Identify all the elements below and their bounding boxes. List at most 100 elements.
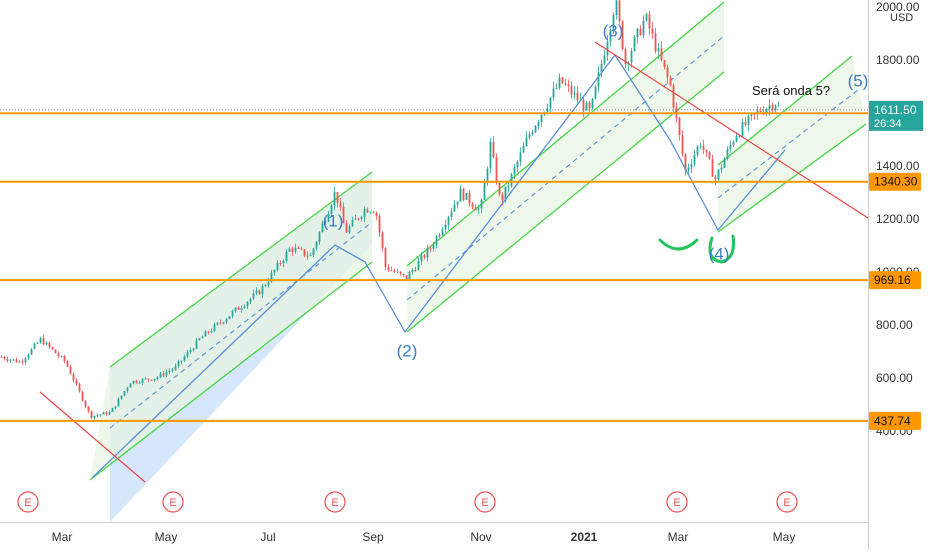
channel-wave5-lower [717, 123, 867, 233]
candle [480, 198, 483, 214]
candle [774, 104, 777, 114]
candle-body [132, 380, 135, 384]
candle-body [111, 408, 114, 413]
candle-body [393, 270, 396, 272]
candle [54, 349, 57, 354]
candle-body [522, 146, 525, 153]
candle-body [765, 108, 768, 114]
candle [573, 86, 576, 100]
candle-body [357, 218, 360, 220]
earnings-marker: E [324, 491, 346, 513]
candle-body [480, 200, 483, 209]
candle [702, 139, 705, 155]
candle-body [120, 395, 123, 399]
candle [717, 169, 720, 182]
candle [636, 27, 639, 44]
earnings-marker: E [776, 491, 798, 513]
candle [216, 322, 219, 326]
candle-body [696, 146, 699, 155]
candle [201, 335, 204, 339]
candle [456, 201, 459, 209]
candle-body [540, 114, 543, 123]
candle [33, 342, 36, 350]
candle [465, 193, 468, 201]
candle-body [414, 270, 417, 272]
candle [144, 376, 147, 380]
candle-body [339, 202, 342, 207]
candle [39, 336, 42, 344]
candle [390, 266, 393, 272]
candle [9, 359, 12, 363]
candle [174, 363, 177, 371]
candle [357, 217, 360, 221]
channel-wave5-median [717, 89, 859, 199]
candle [624, 47, 627, 69]
candle [681, 130, 684, 157]
candle-body [198, 338, 201, 341]
candle [24, 357, 27, 365]
candle-body [516, 161, 519, 168]
candle-body [33, 343, 36, 349]
candle-body [684, 154, 687, 171]
channel-wave1-lower [89, 261, 373, 481]
candle-body [372, 212, 375, 214]
level-price-tag-text: 437.74 [874, 414, 911, 428]
candle [489, 138, 492, 174]
candle-body [738, 135, 741, 137]
candle-body [630, 51, 633, 63]
candle-body [456, 201, 459, 205]
candle [429, 246, 432, 253]
candle-body [588, 102, 591, 109]
candle-body [204, 331, 207, 337]
candle [471, 202, 474, 210]
candle [741, 119, 744, 137]
candle [402, 273, 405, 278]
earnings-marker: E [17, 491, 39, 513]
candle-body [477, 208, 480, 211]
candle-body [348, 226, 351, 233]
candle-body [63, 356, 66, 362]
candle [714, 175, 717, 185]
candle-body [0, 356, 3, 358]
x-tick-label: Jul [260, 530, 275, 544]
candle-body [699, 145, 702, 147]
candle [477, 204, 480, 214]
earnings-marker-label: E [783, 497, 790, 509]
candle-body [702, 145, 705, 150]
wave-label: (4) [709, 244, 730, 263]
candle [486, 166, 489, 186]
candle-body [444, 224, 447, 230]
candle [63, 354, 66, 364]
candle-body [732, 141, 735, 145]
candle [261, 283, 264, 299]
candle [117, 397, 120, 407]
candle [381, 231, 384, 252]
candle-body [321, 223, 324, 233]
candle [513, 164, 516, 179]
candle [114, 406, 117, 410]
candle [228, 316, 231, 320]
candle-body [6, 359, 9, 361]
candle-body [279, 262, 282, 264]
candle-body [450, 211, 453, 217]
candle [60, 355, 63, 358]
level-price-tag-bg [869, 411, 921, 430]
candle [558, 73, 561, 90]
x-tick-label: May [773, 530, 796, 544]
candle-body [561, 77, 564, 84]
candle [426, 245, 429, 262]
candle-body [267, 281, 270, 286]
candle [441, 226, 444, 237]
candle-body [270, 272, 273, 282]
candle [276, 260, 279, 272]
earnings-marker-label: E [481, 497, 488, 509]
candle-body [210, 331, 213, 333]
candle [588, 100, 591, 113]
candle [516, 159, 519, 173]
candle [171, 367, 174, 373]
candle-body [42, 337, 45, 345]
candle [264, 283, 267, 288]
candle [642, 15, 645, 39]
